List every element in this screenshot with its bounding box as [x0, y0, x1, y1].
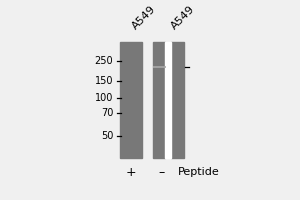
- Text: 50: 50: [101, 131, 113, 141]
- Text: 250: 250: [94, 56, 113, 66]
- Text: 70: 70: [101, 108, 113, 118]
- Text: Peptide: Peptide: [178, 167, 220, 177]
- Text: 100: 100: [95, 93, 113, 103]
- Text: A549: A549: [169, 3, 196, 31]
- Bar: [120, 42, 142, 158]
- Text: 150: 150: [94, 76, 113, 86]
- Text: +: +: [125, 166, 136, 179]
- Bar: [171, 42, 184, 158]
- Text: –: –: [159, 166, 165, 179]
- Bar: [153, 42, 165, 158]
- Text: A549: A549: [130, 3, 158, 31]
- Bar: [165, 42, 171, 158]
